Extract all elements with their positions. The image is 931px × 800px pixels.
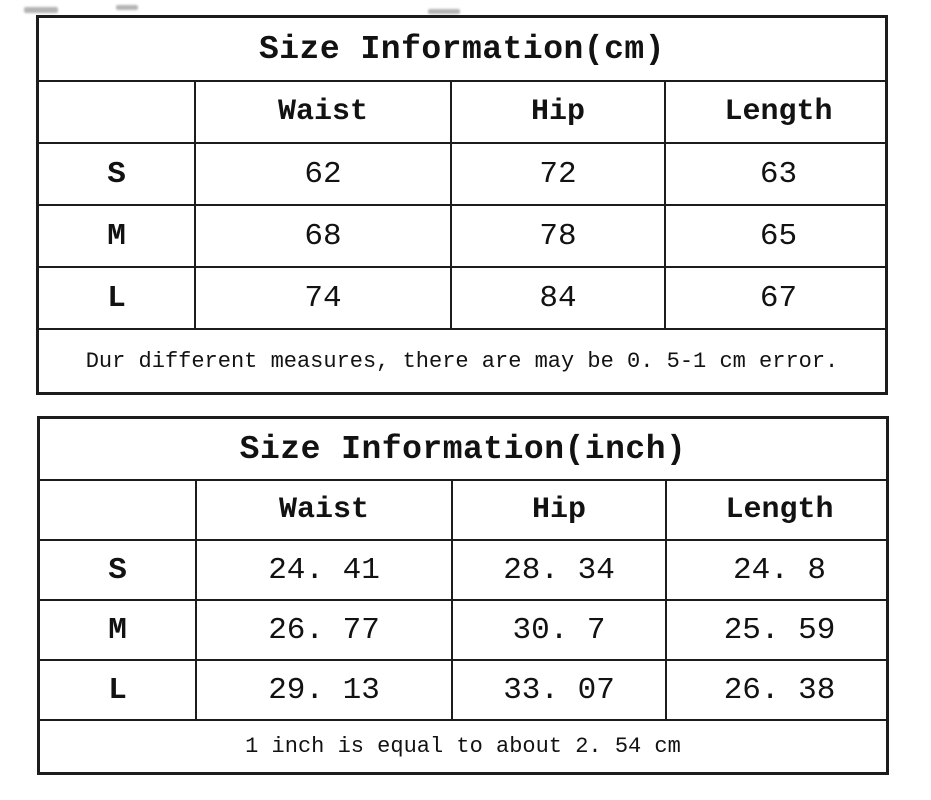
hip-value: 78 [450, 206, 664, 266]
waist-value: 74 [194, 268, 450, 328]
table-title: Size Information(inch) [239, 430, 687, 468]
crop-artifact-smudge [116, 5, 138, 10]
size-label: M [107, 218, 126, 254]
table-row-s: S 62 72 63 [39, 142, 885, 204]
waist-value: 68 [194, 206, 450, 266]
length-value: 63 [664, 144, 891, 204]
size-table-cm: Size Information(cm) Waist Hip Length S … [36, 15, 888, 395]
hip-value: 72 [450, 144, 664, 204]
table-row-l: L 29. 13 33. 07 26. 38 [40, 659, 886, 719]
hip-value: 33. 07 [451, 661, 665, 719]
size-table-inch: Size Information(inch) Waist Hip Length … [37, 416, 889, 775]
waist-value: 29. 13 [195, 661, 451, 719]
inch-conversion-note: 1 inch is equal to about 2. 54 cm [245, 734, 681, 759]
table-row-l: L 74 84 67 [39, 266, 885, 328]
table-row-m: M 68 78 65 [39, 204, 885, 266]
measurement-error-note: Dur different measures, there are may be… [85, 348, 839, 374]
waist-value: 24. 41 [195, 541, 451, 599]
column-header-waist: Waist [195, 481, 451, 539]
length-value: 26. 38 [665, 661, 892, 719]
table-title-row: Size Information(cm) [39, 18, 885, 80]
length-value: 67 [664, 268, 891, 328]
column-header-waist: Waist [194, 82, 450, 142]
waist-value: 26. 77 [195, 601, 451, 659]
crop-artifact-smudge [428, 9, 460, 14]
table-title-row: Size Information(inch) [40, 419, 886, 479]
table-row-s: S 24. 41 28. 34 24. 8 [40, 539, 886, 599]
hip-value: 28. 34 [451, 541, 665, 599]
table-row-m: M 26. 77 30. 7 25. 59 [40, 599, 886, 659]
length-value: 24. 8 [665, 541, 892, 599]
table-header-row: Waist Hip Length [40, 479, 886, 539]
waist-value: 62 [194, 144, 450, 204]
column-header-length: Length [664, 82, 891, 142]
hip-value: 30. 7 [451, 601, 665, 659]
table-note-row: Dur different measures, there are may be… [39, 328, 885, 392]
size-label: L [107, 280, 126, 316]
size-label: M [108, 612, 127, 648]
column-header-hip: Hip [451, 481, 665, 539]
table-header-row: Waist Hip Length [39, 80, 885, 142]
column-header-empty [40, 481, 195, 539]
size-label: L [108, 672, 127, 708]
table-note-row: 1 inch is equal to about 2. 54 cm [40, 719, 886, 772]
column-header-length: Length [665, 481, 892, 539]
size-label: S [108, 552, 127, 588]
column-header-empty [39, 82, 194, 142]
column-header-hip: Hip [450, 82, 664, 142]
hip-value: 84 [450, 268, 664, 328]
length-value: 25. 59 [665, 601, 892, 659]
crop-artifact-smudge [24, 7, 58, 13]
table-title: Size Information(cm) [258, 30, 666, 68]
length-value: 65 [664, 206, 891, 266]
size-label: S [107, 156, 126, 192]
